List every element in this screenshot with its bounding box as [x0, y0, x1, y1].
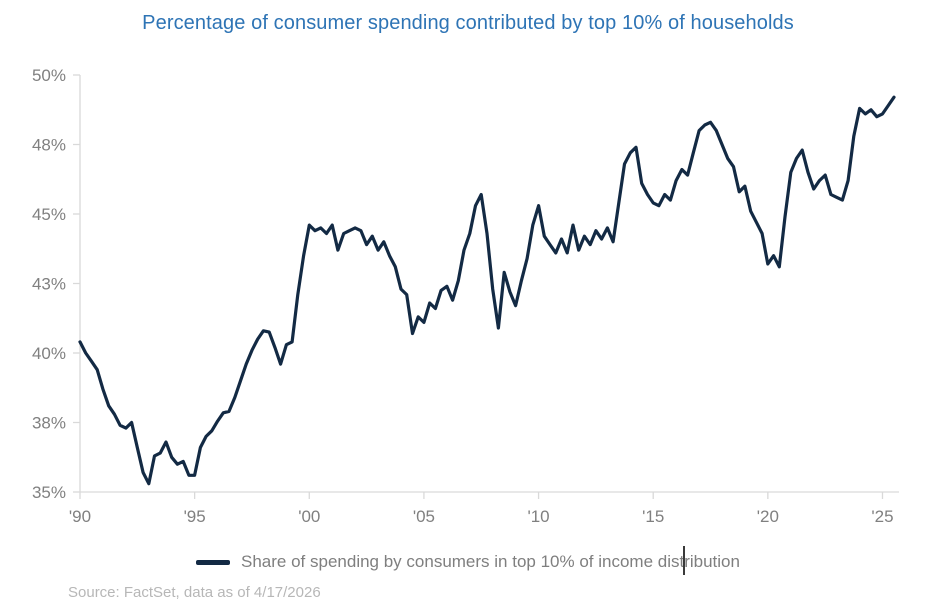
chart-plot-area: 35% 38% 40% 43% 45% 48% 50% '90 '95 '00 '05 '10 '15 '…	[32, 66, 899, 526]
x-axis-tick-label: '20	[757, 507, 779, 526]
y-axis-tick-label: 40%	[32, 344, 66, 363]
x-axis-tick-label: '25	[871, 507, 893, 526]
x-axis-tick-label: '90	[69, 507, 91, 526]
y-axis-tick-label: 38%	[32, 414, 66, 433]
x-axis-tick-label: '10	[527, 507, 549, 526]
x-axis-tick-label: '00	[298, 507, 320, 526]
legend-line-swatch-icon	[196, 559, 231, 565]
y-axis-tick-label: 35%	[32, 483, 66, 502]
spending-share-line	[78, 95, 896, 486]
y-axis-tick-label: 50%	[32, 66, 66, 85]
legend-label: Share of spending by consumers in top 10…	[241, 552, 740, 571]
source-note: Source: FactSet, data as of 4/17/2026	[68, 584, 321, 601]
y-axis-tick-label: 45%	[32, 205, 66, 224]
text-cursor-caret	[683, 546, 685, 575]
axis-lines	[79, 75, 899, 493]
y-axis-tick-label: 43%	[32, 275, 66, 294]
chart-title: Percentage of consumer spending contribu…	[142, 12, 794, 34]
x-axis-tick-label: '15	[642, 507, 664, 526]
legend: Share of spending by consumers in top 10…	[0, 552, 936, 572]
x-axis-tick-label: '05	[413, 507, 435, 526]
y-axis-tick-label: 48%	[32, 136, 66, 155]
x-axis-tick-label: '95	[184, 507, 206, 526]
